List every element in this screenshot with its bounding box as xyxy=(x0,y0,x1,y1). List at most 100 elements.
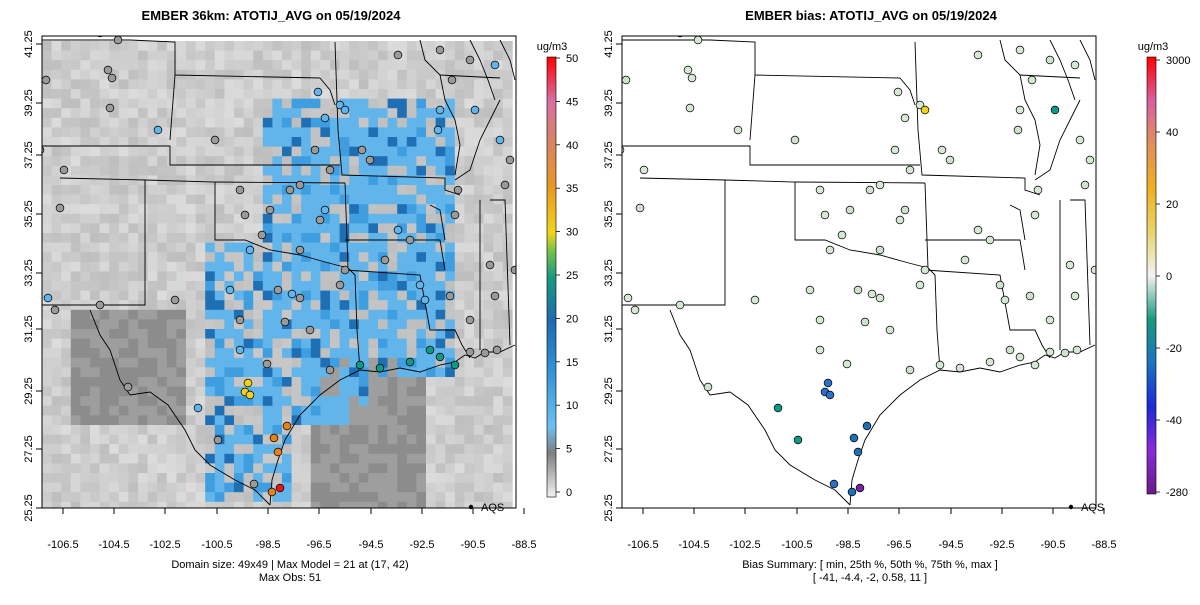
station-marker xyxy=(420,295,430,305)
colorbar-tick-label: 30 xyxy=(566,227,578,239)
x-tick-label: -96.5 xyxy=(306,539,331,551)
station-marker xyxy=(245,390,255,400)
y-tick-label: 27.25 xyxy=(603,435,615,463)
y-tick-label: 33.25 xyxy=(23,259,35,287)
station-marker xyxy=(435,45,445,55)
station-marker xyxy=(622,75,631,85)
station-marker xyxy=(325,165,335,175)
station-marker xyxy=(267,487,277,497)
y-tick-label: 41.25 xyxy=(23,30,35,58)
station-marker xyxy=(847,487,857,497)
left-station-markers xyxy=(42,36,516,497)
colorbar-tick-label: -280 xyxy=(1166,487,1188,499)
right-caption-line1: Bias Summary: [ min, 25th %, 50th %, 75t… xyxy=(742,559,998,571)
station-marker xyxy=(773,403,783,413)
station-marker xyxy=(495,135,505,145)
station-marker xyxy=(1025,291,1035,301)
station-marker xyxy=(820,210,830,220)
station-marker xyxy=(875,180,885,190)
y-tick-label: 31.25 xyxy=(23,315,35,343)
station-marker xyxy=(240,210,250,220)
station-marker xyxy=(855,483,865,493)
station-marker xyxy=(287,289,297,299)
station-marker xyxy=(465,347,475,357)
station-marker xyxy=(340,105,350,115)
station-marker xyxy=(733,125,743,135)
station-marker xyxy=(170,295,180,305)
station-marker xyxy=(453,185,463,195)
station-marker xyxy=(875,245,885,255)
x-tick-label: -102.5 xyxy=(149,539,180,551)
station-marker xyxy=(853,285,863,295)
left-colorbar xyxy=(546,56,557,498)
station-marker xyxy=(973,225,983,235)
station-marker xyxy=(123,382,133,392)
right-y-axis: 41.25 39.25 37.25 35.25 33.25 31.25 29.25 27.25… xyxy=(603,30,622,522)
left-title: EMBER 36km: ATOTIJ_AVG on 05/19/2024 xyxy=(142,8,402,23)
x-tick-label: -88.5 xyxy=(511,539,536,551)
x-tick-label: -100.5 xyxy=(781,539,812,551)
station-marker xyxy=(42,75,51,85)
station-marker xyxy=(313,87,323,97)
station-marker xyxy=(915,280,925,290)
colorbar-tick-label: -40 xyxy=(1166,415,1182,427)
station-marker xyxy=(865,185,875,195)
right-caption-line2: [ -41, -4.4, -2, 0.58, 11 ] xyxy=(813,572,927,584)
station-marker xyxy=(249,479,259,489)
station-marker xyxy=(960,255,970,265)
left-caption-line1: Domain size: 49x49 | Max Model = 21 at (… xyxy=(171,559,408,571)
station-marker xyxy=(335,280,345,290)
station-marker xyxy=(685,103,695,113)
x-tick-label: -102.5 xyxy=(729,539,760,551)
y-tick-label: 29.25 xyxy=(23,377,35,405)
station-marker xyxy=(1013,125,1023,135)
station-marker xyxy=(1070,291,1080,301)
station-marker xyxy=(995,280,1005,290)
station-marker xyxy=(235,345,245,355)
station-marker xyxy=(1065,260,1075,270)
station-marker xyxy=(450,210,460,220)
y-tick-label: 39.25 xyxy=(603,89,615,117)
right-legend-marker xyxy=(1068,504,1074,510)
station-marker xyxy=(890,145,900,155)
station-marker xyxy=(825,390,835,400)
x-tick-label: -98.5 xyxy=(255,539,280,551)
station-marker xyxy=(490,291,500,301)
station-marker xyxy=(815,345,825,355)
x-tick-label: -98.5 xyxy=(835,539,860,551)
y-tick-label: 33.25 xyxy=(603,259,615,287)
station-marker xyxy=(450,360,460,370)
station-marker xyxy=(480,348,490,358)
station-marker xyxy=(675,300,685,310)
y-tick-label: 41.25 xyxy=(603,30,615,58)
left-colorbar-unit: ug/m3 xyxy=(537,41,568,53)
x-tick-label: -88.5 xyxy=(1091,539,1116,551)
station-marker xyxy=(1027,75,1037,85)
right-panel: EMBER bias: ATOTIJ_AVG on 05/19/2024 -10… xyxy=(603,8,1190,584)
station-marker xyxy=(325,365,335,375)
right-station-markers xyxy=(622,36,1096,497)
station-marker xyxy=(310,145,320,155)
station-marker xyxy=(510,265,516,275)
station-marker xyxy=(750,295,760,305)
station-marker xyxy=(210,135,220,145)
station-marker xyxy=(860,317,870,327)
station-marker xyxy=(243,378,253,388)
station-marker xyxy=(1050,105,1060,115)
colorbar-tick-label: 50 xyxy=(566,53,578,65)
station-marker xyxy=(415,280,425,290)
station-marker xyxy=(295,245,305,255)
station-marker xyxy=(225,285,235,295)
station-marker xyxy=(59,165,69,175)
x-tick-label: -92.5 xyxy=(409,539,434,551)
station-marker xyxy=(113,36,123,45)
x-tick-label: -90.5 xyxy=(1040,539,1065,551)
station-marker xyxy=(433,125,443,135)
station-marker xyxy=(842,359,852,369)
station-marker xyxy=(945,155,955,165)
station-marker xyxy=(885,325,895,335)
colorbar-tick-label: 0 xyxy=(566,487,572,499)
station-marker xyxy=(825,245,835,255)
station-marker xyxy=(315,215,325,225)
